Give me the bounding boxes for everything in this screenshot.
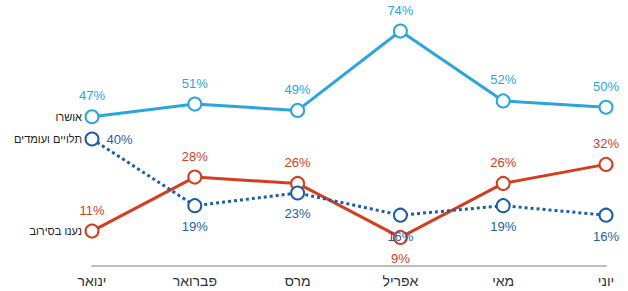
svg-text:19%: 19% <box>490 219 516 234</box>
svg-text:פברואר: פברואר <box>173 273 217 289</box>
svg-text:נענו בסירוב: נענו בסירוב <box>29 225 82 237</box>
svg-text:תלויים ועומדים: תלויים ועומדים <box>14 133 82 145</box>
svg-text:32%: 32% <box>593 136 619 151</box>
svg-text:26%: 26% <box>285 155 311 170</box>
svg-text:26%: 26% <box>490 155 516 170</box>
svg-text:מרס: מרס <box>285 273 311 289</box>
svg-text:23%: 23% <box>285 206 311 221</box>
svg-text:יוני: יוני <box>598 273 614 289</box>
svg-text:11%: 11% <box>79 203 104 218</box>
svg-text:16%: 16% <box>387 229 413 244</box>
svg-text:19%: 19% <box>182 219 208 234</box>
svg-text:9%: 9% <box>391 251 410 266</box>
svg-text:אפריל: אפריל <box>382 273 418 289</box>
svg-text:16%: 16% <box>593 229 619 244</box>
svg-text:51%: 51% <box>182 76 208 91</box>
svg-text:מאי: מאי <box>492 273 514 289</box>
svg-text:אושרו: אושרו <box>55 111 82 123</box>
svg-text:50%: 50% <box>593 79 619 94</box>
svg-text:40%: 40% <box>107 132 133 147</box>
svg-text:49%: 49% <box>285 82 311 97</box>
svg-text:ינואר: ינואר <box>78 273 107 289</box>
svg-text:74%: 74% <box>387 3 413 18</box>
svg-text:47%: 47% <box>79 88 105 103</box>
svg-text:52%: 52% <box>490 72 516 87</box>
svg-text:28%: 28% <box>182 149 208 164</box>
